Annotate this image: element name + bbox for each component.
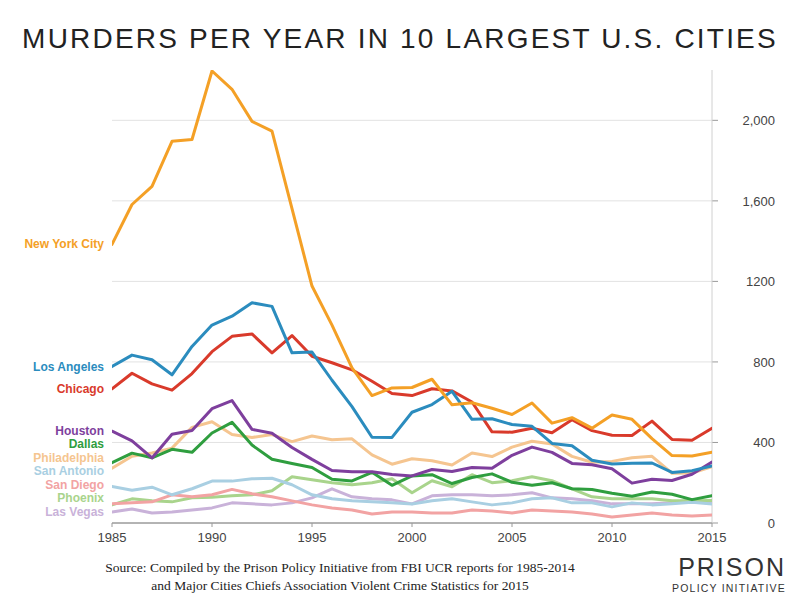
x-tick	[412, 523, 413, 527]
series-label: Houston	[55, 424, 104, 438]
series-line	[112, 475, 712, 505]
series-label: Las Vegas	[45, 505, 104, 519]
chart: MURDERS PER YEAR IN 10 LARGEST U.S. CITI…	[0, 0, 800, 600]
series-label: Phoenix	[57, 491, 104, 505]
x-tick-label: 2000	[398, 530, 427, 545]
y-tick	[712, 523, 718, 524]
logo: POLICY INITIATIVE	[672, 582, 786, 594]
series-label: Dallas	[69, 437, 105, 451]
source-note: and Major Cities Chiefs Association Viol…	[151, 578, 529, 593]
y-tick	[712, 200, 718, 201]
source-note: Source: Compiled by the Prison Policy In…	[105, 560, 575, 575]
y-axis	[712, 70, 713, 523]
y-tick-label: 0	[768, 516, 775, 531]
x-tick-label: 1995	[298, 530, 327, 545]
x-tick-label: 1985	[98, 530, 127, 545]
grid-line	[112, 200, 712, 201]
y-tick-label: 1,600	[742, 194, 775, 209]
logo: PRISON	[678, 553, 786, 581]
y-tick	[712, 361, 718, 362]
x-tick	[612, 523, 613, 527]
x-tick-label: 2005	[498, 530, 527, 545]
y-tick-label: 1200	[746, 274, 775, 289]
lines	[112, 71, 712, 517]
title: MURDERS PER YEAR IN 10 LARGEST U.S. CITI…	[22, 23, 778, 54]
y-tick	[712, 120, 718, 121]
x-tick-label: 2015	[698, 530, 727, 545]
y-tick-label: 2,000	[742, 113, 775, 128]
y-tick	[712, 442, 718, 443]
x-tick-label: 1990	[198, 530, 227, 545]
x-tick-label: 2010	[598, 530, 627, 545]
series-line	[112, 478, 712, 507]
x-tick	[112, 523, 113, 527]
x-tick	[712, 523, 713, 527]
series-label: San Antonio	[34, 464, 104, 478]
y-tick-label: 800	[753, 355, 775, 370]
y-tick	[712, 281, 718, 282]
series-label: San Diego	[45, 478, 104, 492]
series-label: Los Angeles	[33, 360, 104, 374]
grid-line	[112, 120, 712, 121]
series-label: Chicago	[57, 382, 104, 396]
x-tick	[512, 523, 513, 527]
x-tick	[312, 523, 313, 527]
series-line	[112, 422, 712, 474]
series-label: Philadelphia	[33, 451, 104, 465]
grid-line	[112, 281, 712, 282]
series-label: New York City	[24, 237, 104, 251]
y-tick-label: 400	[753, 435, 775, 450]
series-line	[112, 71, 712, 456]
x-tick	[212, 523, 213, 527]
